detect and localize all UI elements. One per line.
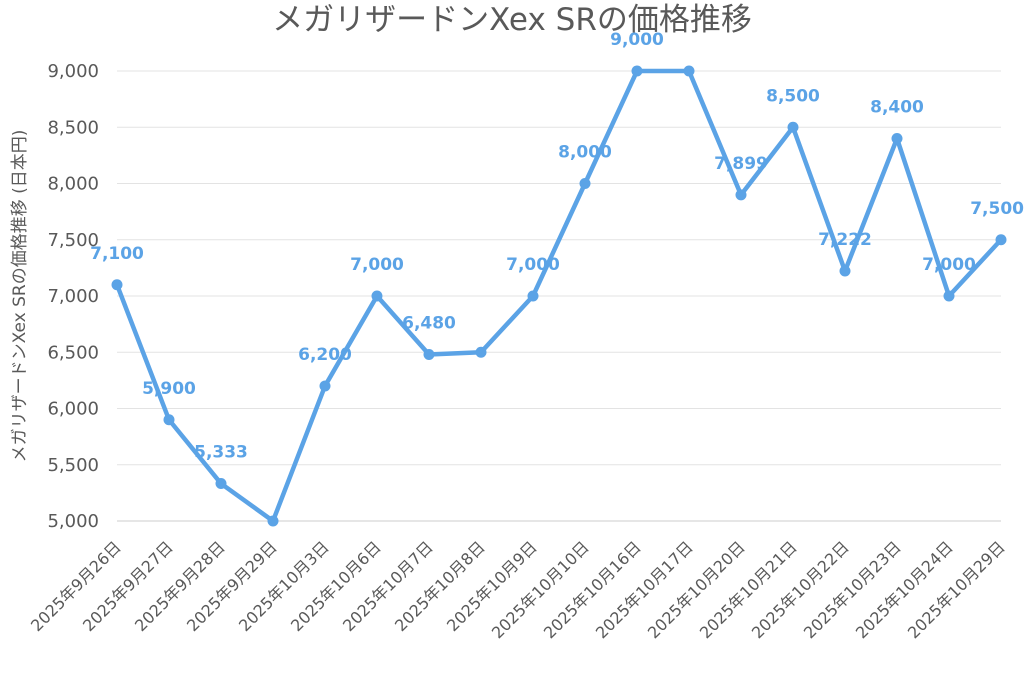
x-tick-label: 2025年9月27日: [79, 537, 177, 635]
x-tick-label: 2025年10月24日: [852, 537, 957, 642]
data-point: [631, 65, 643, 77]
y-tick-label: 5,000: [47, 511, 99, 532]
x-tick-label: 2025年9月26日: [27, 537, 125, 635]
data-label: 8,400: [870, 98, 924, 118]
data-label: 9,000: [610, 30, 664, 50]
y-axis-label: メガリザードンXex SRの価格推移 (日本円): [10, 130, 30, 463]
data-point: [735, 189, 747, 201]
data-label: 7,000: [922, 255, 976, 275]
chart-title: メガリザードンXex SRの価格推移: [272, 2, 752, 38]
x-tick-label: 2025年10月10日: [488, 537, 593, 642]
y-tick-label: 8,500: [47, 117, 99, 138]
data-point: [111, 279, 123, 291]
y-tick-label: 7,500: [47, 230, 99, 251]
data-point: [475, 346, 487, 358]
x-tick-label: 2025年9月29日: [183, 537, 281, 635]
y-tick-label: 6,000: [47, 399, 99, 420]
data-label: 5,900: [142, 379, 196, 399]
data-label: 5,333: [194, 443, 248, 463]
y-tick-label: 8,000: [47, 174, 99, 195]
x-tick-label: 2025年9月28日: [131, 537, 229, 635]
series-polyline: [114, 68, 1004, 524]
data-point: [943, 290, 955, 302]
data-label: 8,500: [766, 86, 820, 106]
data-label: 8,000: [558, 143, 612, 163]
gridlines: [117, 70, 1001, 522]
data-point: [163, 414, 175, 426]
x-tick-label: 2025年10月20日: [644, 537, 749, 642]
x-tick-label: 2025年10月23日: [800, 537, 905, 642]
x-tick-label: 2025年10月7日: [339, 537, 437, 635]
y-tick-label: 6,500: [47, 342, 99, 363]
data-point: [215, 478, 227, 490]
x-tick-label: 2025年10月3日: [235, 537, 333, 635]
data-point: [371, 290, 383, 302]
data-point: [319, 380, 331, 392]
data-label: 7,899: [714, 154, 768, 174]
x-tick-label: 2025年10月29日: [904, 537, 1009, 642]
data-point: [527, 290, 539, 302]
data-label: 7,500: [970, 199, 1024, 219]
data-point: [995, 234, 1007, 246]
data-label: 7,100: [90, 244, 144, 264]
y-tick-label: 5,500: [47, 455, 99, 476]
x-tick-label: 2025年10月21日: [696, 537, 801, 642]
x-tick-label: 2025年10月17日: [592, 537, 697, 642]
x-axis-ticks: 2025年9月26日2025年9月27日2025年9月28日2025年9月29日…: [27, 537, 1009, 642]
y-axis-ticks: 5,000 5,500 6,000 6,500 7,000 7,500 8,000 8,500…: [47, 61, 99, 532]
x-tick-label: 2025年10月6日: [287, 537, 385, 635]
data-label: 6,480: [402, 314, 456, 334]
data-point: [683, 65, 695, 77]
data-labels: 7,100 5,900 5,333 6,200 7,000 6,480 7,000 8,000…: [90, 30, 1024, 463]
series-line: [114, 68, 1004, 524]
data-point: [423, 349, 435, 360]
data-point: [787, 121, 799, 133]
y-tick-label: 9,000: [47, 61, 99, 82]
x-tick-label: 2025年10月9日: [443, 537, 541, 635]
data-point: [891, 133, 903, 144]
data-label: 7,222: [818, 230, 872, 250]
data-point: [839, 265, 851, 277]
data-label: 7,000: [350, 255, 404, 275]
x-tick-label: 2025年10月16日: [540, 537, 645, 642]
data-label: 6,200: [298, 345, 352, 365]
data-point: [267, 515, 279, 527]
data-points: [111, 65, 1007, 527]
data-label: 7,000: [506, 255, 560, 275]
data-point: [579, 178, 591, 189]
y-tick-label: 7,000: [47, 286, 99, 307]
x-tick-label: 2025年10月8日: [391, 537, 489, 635]
x-tick-label: 2025年10月22日: [748, 537, 853, 642]
